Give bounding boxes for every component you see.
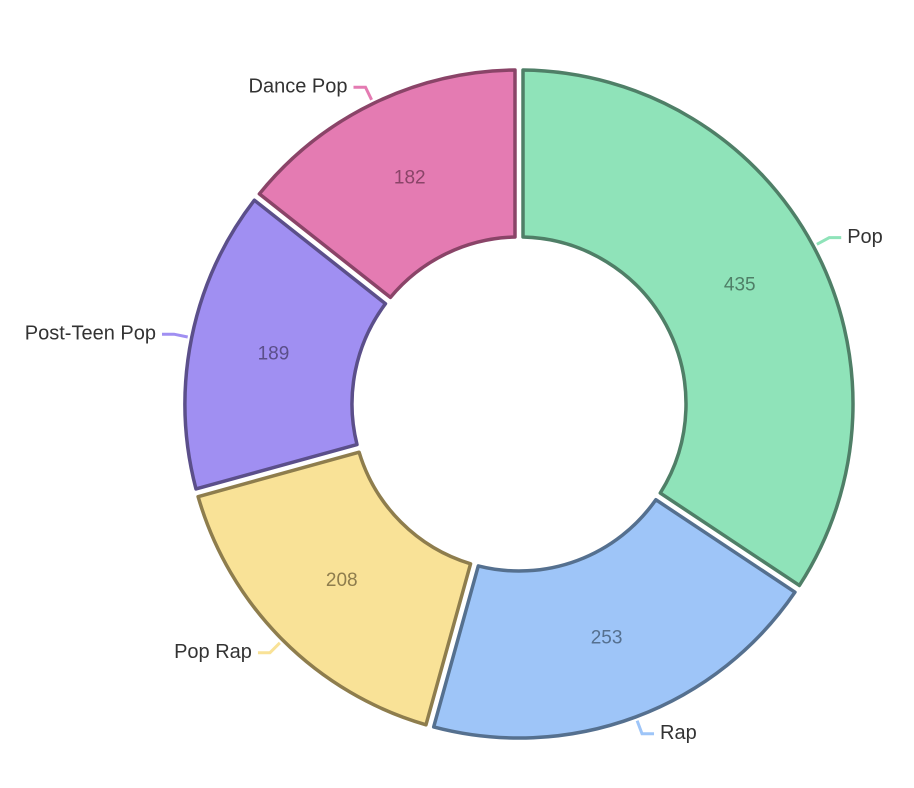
value-label: 182	[394, 168, 426, 189]
value-label: 189	[258, 343, 290, 364]
donut-slice	[521, 68, 855, 588]
category-label: Pop	[847, 226, 883, 248]
donut-slice	[183, 198, 388, 491]
donut-slice	[257, 68, 517, 300]
donut-slice	[431, 497, 797, 740]
value-label: 435	[724, 275, 756, 296]
category-label: Post-Teen Pop	[25, 322, 156, 344]
category-label: Dance Pop	[249, 76, 348, 98]
leader-line	[161, 332, 189, 339]
leader-line	[635, 720, 655, 736]
category-label: Pop Rap	[174, 641, 252, 663]
donut-slice	[196, 450, 473, 727]
category-label: Rap	[660, 722, 697, 744]
value-label: 253	[591, 628, 623, 649]
leader-line	[816, 236, 842, 246]
value-label: 208	[326, 570, 358, 591]
leader-line	[353, 85, 373, 101]
leader-line	[257, 641, 281, 655]
